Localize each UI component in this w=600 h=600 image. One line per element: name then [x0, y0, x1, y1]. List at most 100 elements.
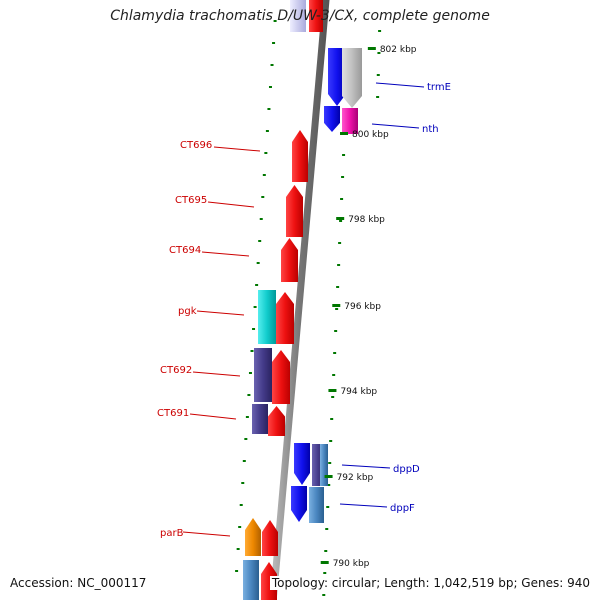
genome-title: Chlamydia trachomatis D/UW-3/CX, complet… — [110, 8, 490, 24]
track-dot — [338, 242, 342, 244]
gene-label-dppD: dppD — [393, 464, 420, 475]
track-dot — [241, 482, 245, 484]
tick-mark — [367, 47, 376, 50]
tick-mark — [340, 132, 349, 135]
parB-gene-orange — [245, 518, 261, 556]
gene-label-CT695: CT695 — [175, 195, 207, 206]
track-dot — [331, 396, 335, 398]
CT696-gene — [292, 130, 308, 182]
CT694-gene — [281, 238, 298, 282]
track-dot — [322, 594, 326, 596]
bottom-steel-gene — [243, 560, 259, 600]
track-dot — [332, 374, 336, 376]
track-dot — [247, 394, 251, 396]
track-dot — [245, 416, 249, 418]
gene-label-CT692: CT692 — [160, 365, 192, 376]
pgk-red-gene — [276, 292, 294, 344]
dppF-gene-blue — [291, 486, 307, 522]
track-dot — [333, 352, 337, 354]
track-dot — [330, 418, 334, 420]
track-dot — [265, 130, 269, 132]
track-dot — [326, 506, 330, 508]
tick-mark — [332, 304, 341, 307]
tick-label: 802 kbp — [380, 45, 417, 55]
track-dot — [239, 504, 243, 506]
leader-line-CT692 — [192, 371, 241, 377]
track-dot — [242, 460, 246, 462]
track-dot — [255, 284, 259, 286]
track-dot — [244, 438, 248, 440]
track-dot — [256, 262, 260, 264]
top-red-gene — [309, 0, 323, 32]
tick-label: 790 kbp — [333, 559, 370, 569]
gene-label-trmE: trmE — [427, 82, 451, 93]
gene-label-CT694: CT694 — [169, 245, 201, 256]
tick-label: 800 kbp — [352, 130, 389, 140]
CT691-gene-red — [268, 406, 285, 436]
track-dot — [376, 96, 380, 98]
topology-text: Topology: circular; Length: 1,042,519 bp… — [269, 576, 592, 590]
leader-line-dppF — [339, 503, 388, 508]
leader-line-parB — [182, 531, 231, 537]
pgk-gene — [258, 290, 276, 344]
trmE-gene-blue — [328, 48, 346, 106]
CT695-gene — [286, 185, 303, 237]
track-dot — [329, 440, 333, 442]
track-dot — [325, 528, 329, 530]
tick-label: 794 kbp — [340, 387, 377, 397]
track-dot — [253, 306, 257, 308]
track-dot — [341, 176, 345, 178]
track-dot — [327, 484, 331, 486]
track-dot — [252, 328, 256, 330]
track-dot — [270, 64, 274, 66]
track-dot — [340, 198, 344, 200]
track-dot — [236, 548, 240, 550]
track-dot — [324, 550, 328, 552]
tick-mark — [320, 561, 329, 564]
track-dot — [328, 462, 332, 464]
CT692-gene-navy — [254, 348, 272, 402]
track-dot — [268, 86, 272, 88]
track-dot — [235, 570, 239, 572]
dotted-track-lines — [235, 20, 382, 596]
accession-text: Accession: NC_000117 — [8, 576, 149, 590]
gene-label-parB: parB — [160, 528, 184, 539]
scale-ticks: 802 kbp 800 kbp 798 kbp 796 kbp 794 kbp 792 k… — [320, 45, 417, 569]
track-dot — [339, 220, 343, 222]
gene-features — [243, 0, 362, 600]
leader-line-pgk — [196, 310, 245, 316]
gene-label-nth: nth — [422, 124, 439, 135]
track-dot — [259, 218, 263, 220]
track-dot — [250, 350, 254, 352]
track-dot — [272, 42, 276, 44]
track-dot — [335, 308, 339, 310]
leader-line-trmE — [375, 82, 425, 88]
top-lavender-gene — [290, 0, 306, 32]
track-dot — [248, 372, 252, 374]
gene-label-CT696: CT696 — [180, 140, 212, 151]
track-dot — [261, 196, 265, 198]
gene-labels: trmE nth CT696 CT695 CT694 pgk CT692 CT691 dppD d… — [157, 82, 451, 539]
leader-line-CT691 — [189, 413, 237, 420]
tick-label: 798 kbp — [348, 215, 385, 225]
track-dot — [342, 154, 346, 156]
leader-line-CT695 — [207, 201, 255, 208]
track-dot — [258, 240, 262, 242]
nth-gene-magenta — [342, 108, 358, 134]
CT692-gene-red — [272, 350, 290, 404]
backbone-line — [269, 0, 330, 600]
track-dot — [323, 572, 327, 574]
track-dot — [376, 74, 380, 76]
CT691-gene-navy — [252, 404, 268, 434]
nth-gene-blue — [324, 106, 340, 132]
dppF-gene-steel — [309, 487, 324, 523]
parB-gene-red — [262, 520, 278, 556]
gene-label-dppF: dppF — [390, 503, 415, 514]
genome-backbone — [269, 0, 330, 600]
track-dot — [238, 526, 242, 528]
tick-label: 796 kbp — [344, 302, 381, 312]
track-dot — [336, 286, 340, 288]
track-dot — [334, 330, 338, 332]
bottom-red-gene — [261, 562, 277, 600]
